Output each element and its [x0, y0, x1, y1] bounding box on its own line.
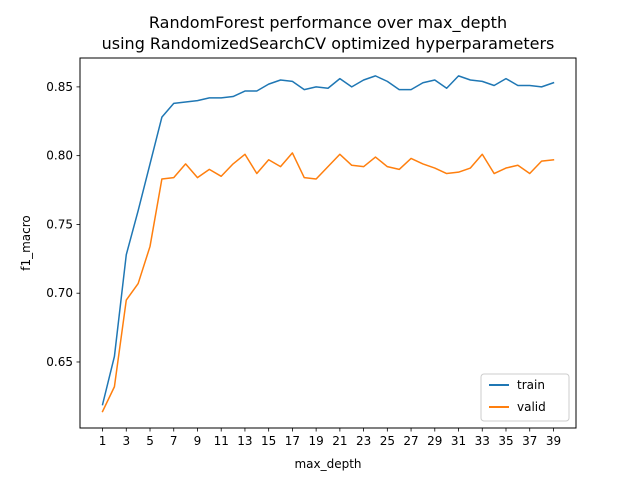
x-axis: 1 3 5 7 9 11 13 15 17 19 21 23 25 27 29 31 33 35 37 39 [99, 428, 561, 448]
x-tick-label: 13 [237, 434, 252, 448]
y-tick-label: 0.80 [46, 149, 73, 163]
series-line-train [101, 75, 555, 406]
x-tick-label: 7 [170, 434, 178, 448]
x-tick-label: 3 [122, 434, 130, 448]
x-tick-label: 11 [214, 434, 229, 448]
axes-frame [79, 57, 577, 429]
x-tick-label: 33 [475, 434, 490, 448]
y-axis: 0.65 0.70 0.75 0.80 0.85 [46, 80, 80, 369]
x-tick-label: 17 [285, 434, 300, 448]
chart-title-line2: using RandomizedSearchCV optimized hyper… [102, 34, 555, 53]
x-tick-label: 31 [451, 434, 466, 448]
x-tick-label: 37 [522, 434, 537, 448]
x-tick-label: 15 [261, 434, 276, 448]
x-tick-label: 19 [308, 434, 323, 448]
legend-label-train: train [517, 378, 545, 392]
x-tick-label: 25 [380, 434, 395, 448]
legend: train valid [480, 373, 570, 422]
x-axis-label: max_depth [294, 457, 361, 471]
x-tick-label: 5 [146, 434, 154, 448]
x-tick-label: 23 [356, 434, 371, 448]
y-tick-label: 0.70 [46, 286, 73, 300]
x-tick-label: 1 [99, 434, 107, 448]
chart-title-line1: RandomForest performance over max_depth [149, 13, 507, 33]
x-tick-label: 39 [546, 434, 561, 448]
y-tick-label: 0.75 [46, 217, 73, 231]
y-tick-label: 0.85 [46, 80, 73, 94]
x-tick-label: 35 [498, 434, 513, 448]
y-tick-label: 0.65 [46, 355, 73, 369]
y-axis-label: f1_macro [19, 215, 33, 271]
x-tick-label: 9 [194, 434, 202, 448]
x-tick-label: 27 [403, 434, 418, 448]
plot-area [101, 75, 555, 413]
x-tick-label: 29 [427, 434, 442, 448]
x-tick-label: 21 [332, 434, 347, 448]
series-line-valid [101, 152, 555, 413]
legend-label-valid: valid [517, 400, 546, 414]
